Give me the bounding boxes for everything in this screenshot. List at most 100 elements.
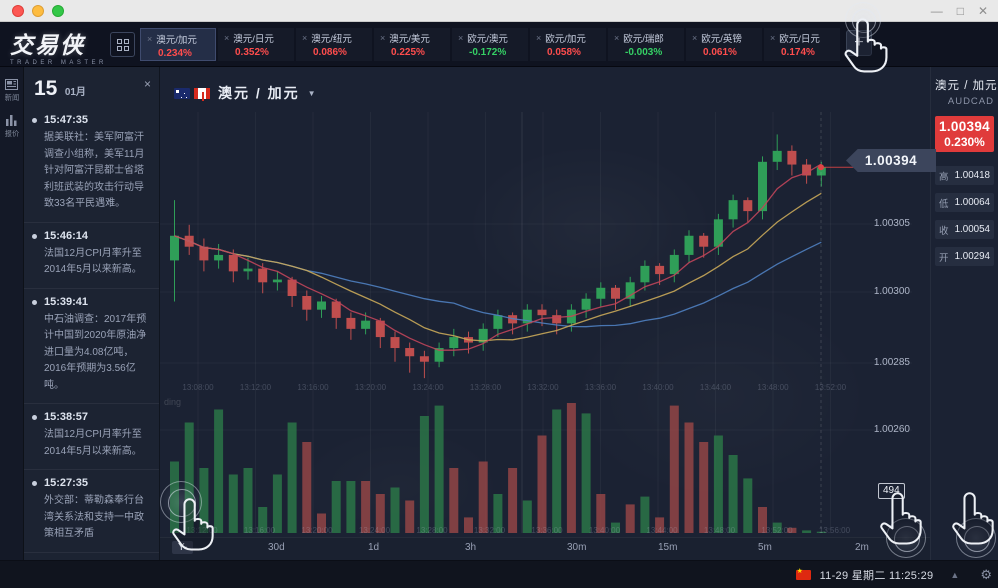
rail-label-quotes: 报价: [4, 129, 19, 138]
maximize-button[interactable]: □: [956, 4, 964, 18]
tab-label: 澳元/加元: [156, 35, 197, 46]
currency-tab[interactable]: × 澳元/加元 0.234%: [140, 28, 216, 61]
rail-item-quotes[interactable]: 报价: [0, 115, 23, 139]
expand-triangle-icon[interactable]: ▲: [950, 570, 960, 580]
traffic-lights: [12, 5, 64, 17]
news-panel: 15 01月 × 15:47:35 据美联社：美军阿富汗调查小组称，美军11月针对…: [24, 67, 160, 560]
news-item[interactable]: 15:11:37欧佩克秘书长巴尔金都：没有具体的油价目标。: [24, 551, 159, 561]
close-traffic-light[interactable]: [12, 5, 24, 17]
price-axis-label: 1.00300: [873, 286, 910, 297]
currency-tab[interactable]: × 欧元/英镑 0.061%: [686, 28, 762, 61]
timeframe-button-30d[interactable]: 30d: [268, 542, 285, 553]
quote-stat-label: 低: [939, 198, 949, 210]
news-item[interactable]: 15:27:35 外交部：蒂勒森奉行台湾关系法和支持一中政策相互矛盾: [24, 469, 159, 552]
currency-tab[interactable]: × 澳元/日元 0.352%: [218, 28, 294, 61]
tab-label: 澳元/美元: [389, 34, 430, 45]
china-flag-icon: [795, 567, 811, 580]
currency-tab-header: × 欧元/英镑: [692, 31, 756, 45]
currency-tab[interactable]: × 欧元/澳元 -0.172%: [452, 28, 528, 61]
time-axis-label-upper: 13:08:00: [182, 383, 214, 392]
gear-icon[interactable]: ⚙: [980, 567, 992, 582]
quote-stat-row: 低 1.00064: [935, 193, 994, 212]
time-axis-label-lower: 13:12:00: [186, 526, 218, 535]
minimize-traffic-light[interactable]: [32, 5, 44, 17]
tab-close-icon[interactable]: ×: [692, 33, 698, 43]
tab-label: 欧元/英镑: [701, 34, 742, 45]
currency-tab-header: × 欧元/日元: [770, 31, 834, 45]
currency-tab[interactable]: × 欧元/瑞郎 -0.003%: [608, 28, 684, 61]
quote-stat-value: 1.00418: [954, 170, 990, 181]
time-axis-label-upper: 13:48:00: [757, 383, 789, 392]
currency-tab-header: × 欧元/瑞郎: [614, 31, 678, 45]
tab-close-icon[interactable]: ×: [380, 33, 386, 43]
currency-tab[interactable]: × 澳元/美元 0.225%: [374, 28, 450, 61]
tab-change-value: 0.086%: [313, 47, 347, 58]
current-price-tag: 1.00394: [846, 149, 936, 172]
tab-close-icon[interactable]: ×: [770, 33, 776, 43]
currency-tab[interactable]: × 澳元/纽元 0.086%: [296, 28, 372, 61]
news-item-time: 15:39:41: [44, 296, 151, 308]
news-item[interactable]: 15:46:14 法国12月CPI月率升至2014年5月以来新高。: [24, 221, 159, 288]
tab-change-value: 0.058%: [547, 47, 581, 58]
news-list: 15:47:35 据美联社：美军阿富汗调查小组称，美军11月针对阿富汗昆都士省塔利…: [24, 107, 159, 560]
news-panel-header: 15 01月 ×: [24, 67, 159, 107]
news-icon: [5, 79, 18, 90]
grid-icon: [116, 38, 129, 51]
tab-change-value: 0.225%: [391, 47, 425, 58]
quote-stat-value: 1.00294: [954, 251, 990, 262]
layout-grid-button[interactable]: [110, 32, 135, 57]
chart-pair-selector[interactable]: 澳元 / 加元 ▼: [174, 83, 316, 103]
zoom-traffic-light[interactable]: [52, 5, 64, 17]
quote-panel: 澳元 / 加元 AUDCAD 1.00394 0.230% 高 1.00418 低 1…: [930, 67, 998, 560]
tab-close-icon[interactable]: ×: [458, 33, 464, 43]
quote-stat-row: 高 1.00418: [935, 166, 994, 185]
add-tab-button[interactable]: +: [846, 30, 872, 56]
timeframe-button-3h[interactable]: 3h: [465, 542, 477, 553]
quote-price-box: 1.00394 0.230%: [935, 116, 994, 152]
quote-stat-label: 开: [939, 252, 949, 264]
timeframe-button-5m[interactable]: 5m: [758, 542, 772, 553]
quote-change: 0.230%: [944, 135, 985, 149]
time-axis-label-upper: 13:52:00: [814, 383, 847, 392]
tab-label: 欧元/加元: [545, 34, 586, 45]
price-axis-label: 1.00305: [873, 218, 910, 229]
status-datetime: 11-29 星期二 11:25:29: [819, 570, 934, 582]
news-item-time: 15:11:37: [44, 560, 151, 561]
tab-close-icon[interactable]: ×: [302, 33, 308, 43]
candlestick-chart[interactable]: [160, 67, 930, 560]
time-axis-label-lower: 13:48:00: [703, 526, 736, 535]
news-item[interactable]: 15:39:41 中石油调查：2017年预计中国到2020年原油净进口量为4.08…: [24, 287, 159, 404]
quote-stat-row: 收 1.00054: [935, 220, 994, 239]
time-axis-label-upper: 13:32:00: [527, 383, 559, 392]
timeframe-button-15m[interactable]: 15m: [658, 542, 678, 553]
tab-close-icon[interactable]: ×: [536, 33, 542, 43]
news-item[interactable]: 15:38:57 法国12月CPI月率升至2014年5月以来新高。: [24, 403, 159, 469]
minimize-button[interactable]: —: [930, 4, 943, 18]
tab-close-icon[interactable]: ×: [147, 34, 153, 44]
timeframe-button-30m[interactable]: 30m: [567, 542, 587, 553]
timeframe-button-Y-[interactable]: Y-: [172, 541, 194, 554]
tab-close-icon[interactable]: ×: [614, 33, 620, 43]
timeframe-button-1d[interactable]: 1d: [368, 542, 380, 553]
news-item-time: 15:27:35: [44, 477, 151, 489]
chart-area: 澳元 / 加元 ▼ 1.00305 1.00300 1.00285 1.00260 1…: [160, 67, 930, 560]
close-button[interactable]: ✕: [977, 4, 988, 18]
tab-close-icon[interactable]: ×: [224, 33, 230, 43]
news-close-icon[interactable]: ×: [143, 77, 151, 91]
tab-label: 澳元/纽元: [311, 34, 352, 45]
currency-tab-bar: × 澳元/加元 0.234% × 澳元/日元 0.352% × 澳元/纽元 0.086% × 澳元/…: [140, 28, 840, 61]
quote-stats: 高 1.00418 低 1.00064 收 1.00054 开 1.00294: [935, 166, 994, 266]
news-item[interactable]: 15:47:35 据美联社：美军阿富汗调查小组称，美军11月针对阿富汗昆都士省塔利…: [24, 107, 159, 222]
quote-stat-row: 开 1.00294: [935, 247, 994, 266]
news-item-text: 法国12月CPI月率升至2014年5月以来新高。: [44, 429, 142, 457]
currency-tab[interactable]: × 欧元/日元 0.174%: [764, 28, 840, 61]
currency-tab-header: × 欧元/澳元: [458, 31, 522, 45]
rail-item-news[interactable]: 新闻: [0, 79, 23, 103]
currency-tab[interactable]: × 欧元/加元 0.058%: [530, 28, 606, 61]
titlebar: — □ ✕: [0, 0, 998, 22]
time-axis-label-lower: 13:52:00: [761, 526, 793, 535]
timeframe-button-2m[interactable]: 2m: [855, 542, 869, 553]
quote-price: 1.00394: [939, 119, 990, 134]
currency-tab-header: × 澳元/纽元: [302, 31, 366, 45]
